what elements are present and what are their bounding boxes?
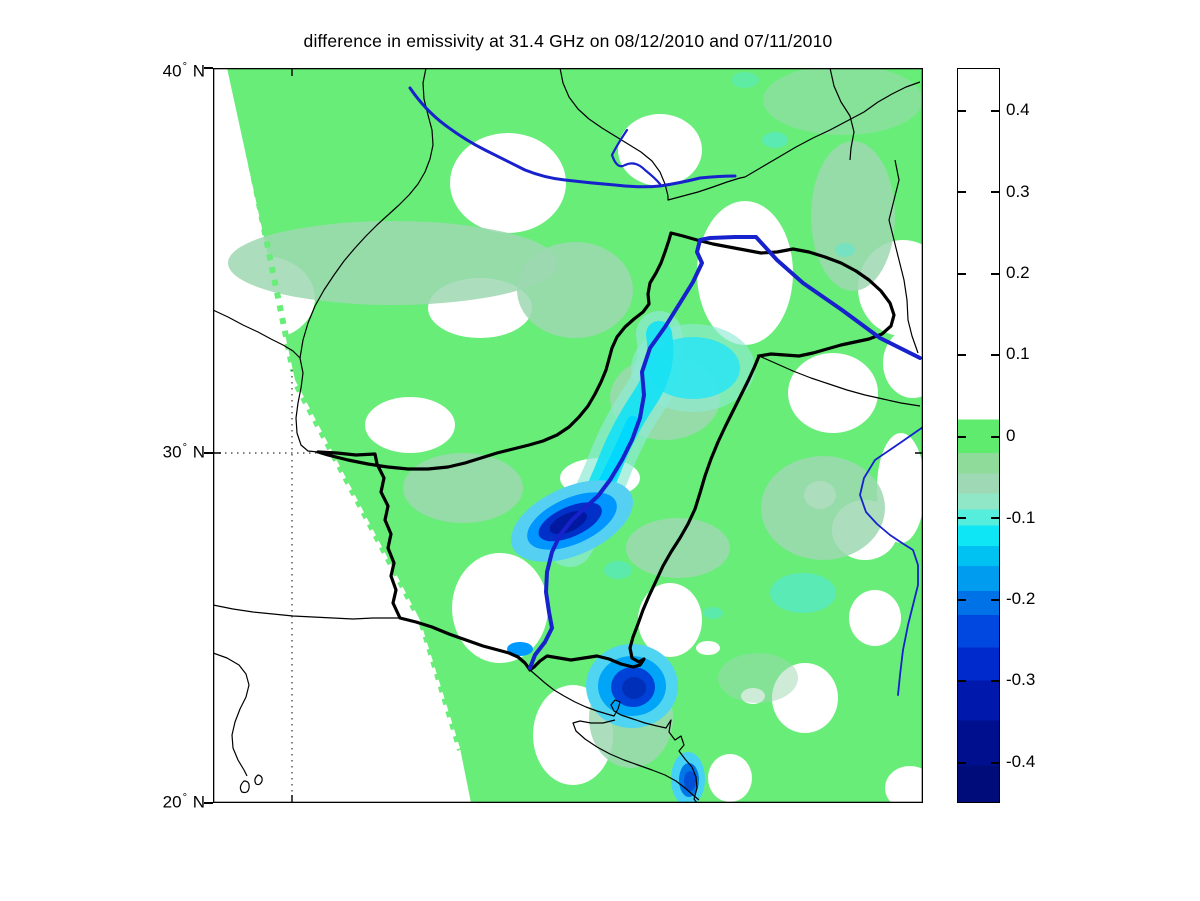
pamir-borders — [744, 81, 921, 178]
colorbar-tick — [991, 599, 999, 601]
china-border — [829, 68, 855, 161]
lat-label-30n: 30° N — [98, 442, 205, 463]
degree-symbol: ° — [182, 792, 187, 804]
colorbar-tick — [958, 762, 966, 764]
y-axis-tick-40n — [204, 67, 213, 69]
faint-cyan-spots — [604, 72, 855, 619]
y-axis-tick-20n — [204, 802, 213, 804]
afghan-turkmen-border — [299, 68, 434, 359]
colorbar-tick — [958, 680, 966, 682]
iran-afghan-border-south — [295, 357, 319, 453]
amu-darya-river — [408, 86, 737, 189]
colorbar-tick — [991, 680, 999, 682]
colorbar-label: -0.1 — [1006, 508, 1036, 527]
colorbar-tick — [958, 436, 966, 438]
lat-dir: N — [192, 61, 205, 81]
colorbar-tick — [958, 599, 966, 601]
lat-label-40n: 40° N — [98, 61, 205, 82]
colorbar-tick — [958, 191, 966, 193]
flood-blob-sindh — [507, 642, 678, 728]
colorbar-label: 0 — [1006, 426, 1016, 445]
india-coastline-kutch — [529, 669, 698, 803]
pakistan-border — [316, 231, 896, 672]
colorbar-tick — [991, 354, 999, 356]
iran-coastline — [213, 604, 400, 620]
colorbar-tick — [991, 517, 999, 519]
lat-label-20n: 20° N — [98, 792, 205, 813]
eastern-river — [859, 426, 923, 696]
neighbor-borders-and-coastlines — [213, 68, 921, 803]
india-internal-border — [756, 354, 921, 407]
data-swath-stipple-edge — [230, 75, 463, 751]
colorbar-label: 0.3 — [1006, 182, 1030, 201]
tajik-afghan-border — [559, 68, 746, 201]
lat-num: 40 — [162, 61, 182, 81]
colorbar-label: 0.2 — [1006, 263, 1030, 282]
lat-num: 20 — [162, 792, 182, 812]
colorbar-label: 0.4 — [1006, 100, 1030, 119]
colorbar-tick — [991, 436, 999, 438]
amu-darya-branch — [610, 128, 662, 186]
lat-num: 30 — [162, 442, 182, 462]
colorbar-tick — [991, 762, 999, 764]
island — [239, 780, 250, 794]
map-plot-area — [213, 68, 923, 803]
colorbar-label: 0.1 — [1006, 344, 1030, 363]
iran-afghan-border — [213, 309, 301, 359]
indus-river — [528, 235, 922, 670]
colorbar-tick — [958, 517, 966, 519]
axes-frame — [213, 68, 923, 803]
graticule-dotted-gridlines — [213, 370, 331, 803]
emissivity-field-slightly-negative-patches — [228, 68, 923, 768]
india-coastline-inner — [572, 719, 700, 801]
colorbar-tick — [958, 110, 966, 112]
colorbar-tick — [958, 354, 966, 356]
lat-dir: N — [192, 792, 205, 812]
colorbar-tick — [991, 191, 999, 193]
india-china-border — [888, 159, 919, 354]
colorbar-tick — [958, 273, 966, 275]
degree-symbol: ° — [182, 442, 187, 454]
lat-dir: N — [192, 442, 205, 462]
colorbar-label: -0.4 — [1006, 752, 1036, 771]
rivers — [408, 86, 923, 696]
colorbar-label: -0.2 — [1006, 589, 1036, 608]
island — [254, 774, 263, 786]
figure-title: difference in emissivity at 31.4 GHz on … — [303, 31, 833, 51]
colorbar — [957, 68, 1000, 803]
colorbar-label: -0.3 — [1006, 670, 1036, 689]
hormuz-coastline — [213, 652, 250, 777]
colorbar-tick — [991, 110, 999, 112]
y-axis-tick-30n — [204, 452, 213, 454]
colorbar-tick — [991, 273, 999, 275]
degree-symbol: ° — [182, 61, 187, 73]
